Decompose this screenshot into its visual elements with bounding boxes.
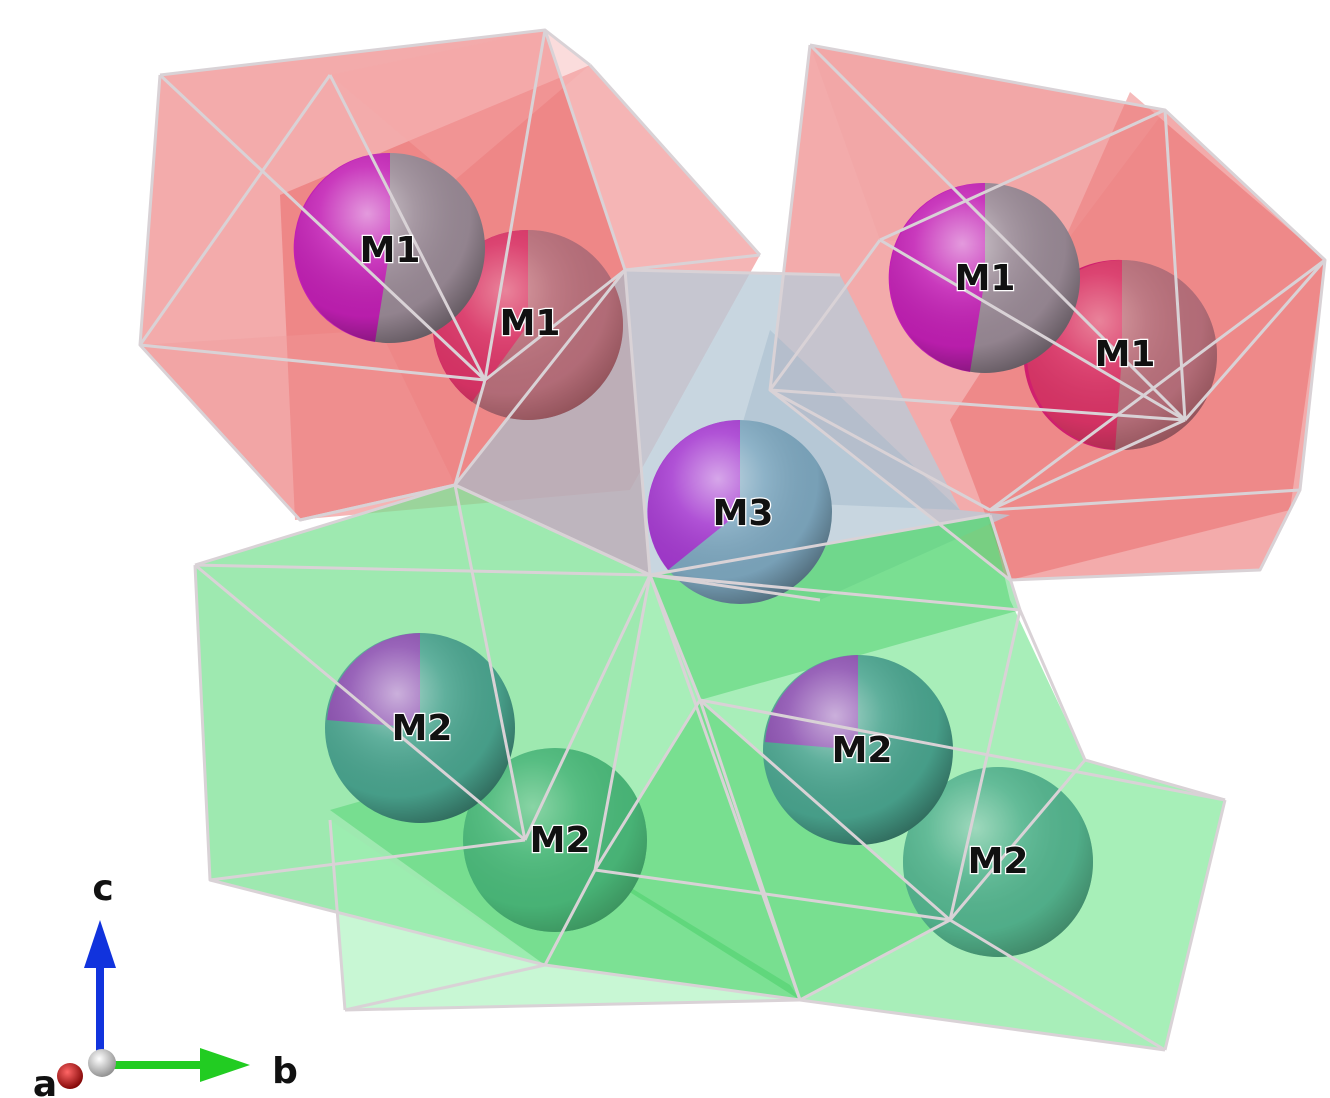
- axis-label-c: c: [92, 868, 113, 909]
- axis-b-arrow: [105, 1048, 250, 1082]
- axis-label-a: a: [33, 1064, 57, 1098]
- atom-m1-front-left: [293, 152, 485, 343]
- atom-m2-back-left: [463, 748, 647, 932]
- axis-label-b: b: [272, 1051, 298, 1092]
- axis-a-ball: [57, 1063, 83, 1089]
- polyhedron-edges: [138, 28, 1327, 1052]
- axis-c-arrow: [84, 920, 116, 1055]
- label-m2-front-left: M2: [392, 708, 453, 749]
- label-m2-back-left: M2: [530, 820, 591, 861]
- axis-origin-ball: [88, 1049, 116, 1077]
- label-m1-back-right: M1: [1095, 334, 1156, 375]
- label-m1-front-right: M1: [955, 258, 1016, 299]
- label-m1-front-left: M1: [360, 230, 421, 271]
- label-m2-front-right: M2: [832, 730, 893, 771]
- label-m1-back-left: M1: [500, 303, 561, 344]
- atom-m3: [647, 419, 832, 604]
- axis-triad: c b a: [33, 868, 298, 1098]
- atom-m1-front-right: [888, 182, 1080, 373]
- atom-m2-front-left: [325, 633, 515, 823]
- label-m2-back-right: M2: [968, 841, 1029, 882]
- label-m3: M3: [713, 493, 774, 534]
